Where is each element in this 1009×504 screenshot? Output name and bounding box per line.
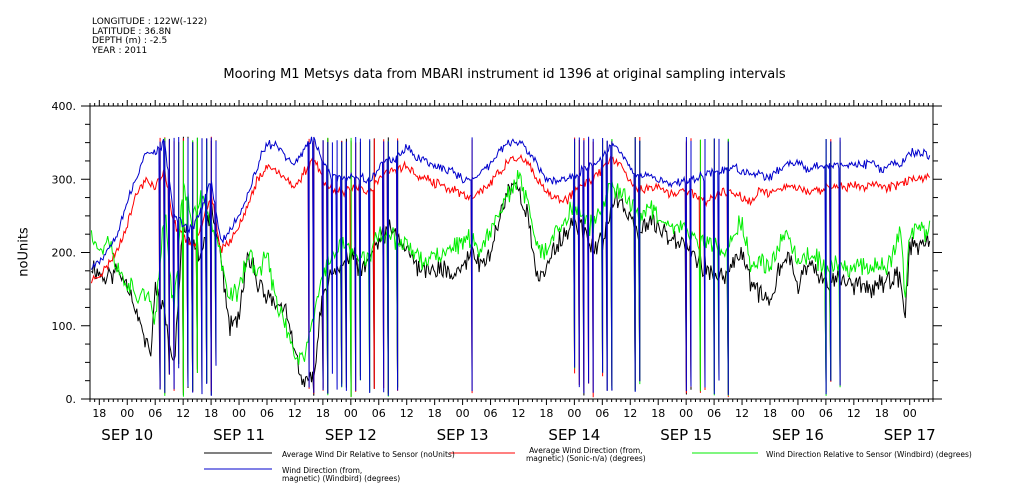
x-tick-label: 18 [428, 407, 442, 420]
x-tick-label: 18 [763, 407, 777, 420]
series-line-1 [91, 136, 931, 397]
x-tick-label: 06 [819, 407, 833, 420]
y-tick-label: 300. [52, 173, 77, 186]
date-label: SEP 14 [548, 426, 600, 444]
date-label: SEP 12 [325, 426, 377, 444]
axis-layer: 0. 100. 200. 300. 400. 18 00 06 12 18 00 06 12 18 00 06… [52, 100, 942, 470]
series-line-3 [90, 137, 931, 398]
x-tick-label: 00 [456, 407, 470, 420]
x-tick-label: 06 [372, 407, 386, 420]
x-tick-label: 18 [539, 407, 553, 420]
x-tick-label: 00 [567, 407, 581, 420]
x-tick-label: 06 [707, 407, 721, 420]
date-label: SEP 11 [213, 426, 265, 444]
x-tick-label: 00 [679, 407, 693, 420]
x-tick-label: 12 [511, 407, 525, 420]
chart-title: Mooring M1 Metsys data from MBARI instru… [223, 67, 786, 82]
series-line-4 [90, 136, 931, 396]
depth-text: DEPTH (m) : -2.5 [92, 36, 168, 46]
x-tick-label: 06 [595, 407, 609, 420]
date-label: SEP 15 [660, 426, 712, 444]
x-tick-label: 00 [903, 407, 917, 420]
latitude-text: LATITUDE : 36.8N [92, 26, 172, 37]
x-tick-label: 12 [623, 407, 637, 420]
x-tick-label: 18 [92, 407, 106, 420]
x-tick-label: 18 [651, 407, 665, 420]
x-tick-label: 12 [176, 407, 190, 420]
x-tick-label: 06 [260, 407, 274, 420]
x-tick-label: 00 [791, 407, 805, 420]
legend-label-green: Wind Direction Relative to Sensor (Windb… [766, 450, 972, 459]
metadata-block: LONGITUDE : 122W(-122) LATITUDE : 36.8N … [92, 17, 208, 56]
series-layer [90, 136, 931, 398]
y-tick-label: 200. [52, 247, 77, 260]
x-tick-label: 12 [847, 407, 861, 420]
longitude-text: LONGITUDE : 122W(-122) [92, 17, 208, 27]
y-tick-label: 400. [52, 100, 77, 113]
x-tick-label: 18 [316, 407, 330, 420]
legend-label-blue: Wind Direction (from, magnetic) (Windbir… [282, 466, 401, 483]
x-tick-label: 12 [735, 407, 749, 420]
x-tick-label: 12 [400, 407, 414, 420]
x-tick-label: 00 [232, 407, 246, 420]
x-tick-label: 00 [344, 407, 358, 420]
y-tick-label: 0. [66, 393, 77, 406]
date-label: SEP 10 [101, 426, 153, 444]
y-tick-label: 100. [52, 320, 77, 333]
x-tick-label: 00 [120, 407, 134, 420]
legend-label-black: Average Wind Dir Relative to Sensor (noU… [282, 450, 455, 459]
date-label: SEP 16 [772, 426, 824, 444]
year-text: YEAR : 2011 [92, 45, 148, 56]
date-label: SEP 13 [437, 426, 489, 444]
x-tick-label: 12 [288, 407, 302, 420]
x-tick-label: 18 [875, 407, 889, 420]
x-tick-label: 18 [204, 407, 218, 420]
x-tick-label: 06 [148, 407, 162, 420]
date-label: SEP 17 [884, 426, 936, 444]
legend-label-red: Average Wind Direction (from, magnetic) … [526, 446, 646, 463]
x-tick-label: 06 [484, 407, 498, 420]
